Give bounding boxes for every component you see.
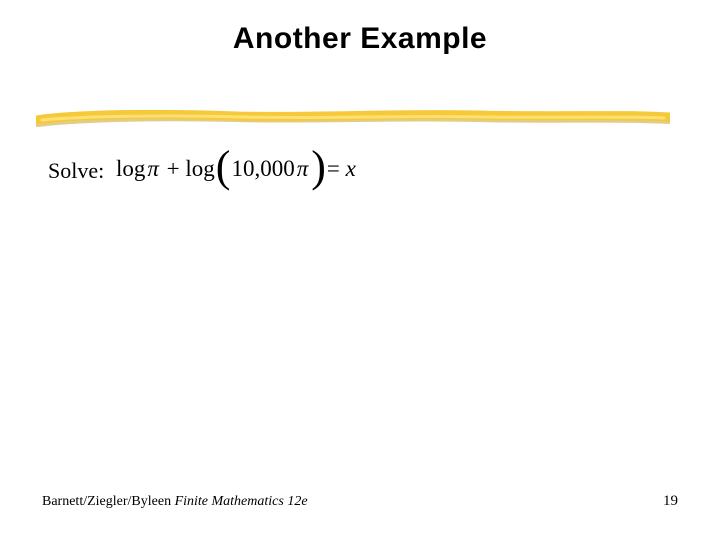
slide-title: Another Example bbox=[0, 22, 720, 56]
footer-book: Finite Mathematics 12e bbox=[175, 494, 308, 509]
footer-page-number: 19 bbox=[663, 493, 678, 510]
eq-x: x bbox=[346, 156, 356, 182]
eq-equals: = bbox=[327, 156, 346, 182]
eq-rparen: ) bbox=[310, 145, 327, 189]
eq-lparen: ( bbox=[215, 145, 232, 189]
footer-citation: Barnett/Ziegler/Byleen Finite Mathematic… bbox=[42, 494, 308, 510]
eq-log1: log bbox=[116, 156, 145, 182]
slide: Another Example Solve: log π + log ( 10,… bbox=[0, 0, 720, 540]
eq-inner-num: 10,000 bbox=[231, 156, 294, 182]
eq-pi2: π bbox=[295, 156, 311, 182]
solve-label: Solve: bbox=[48, 158, 104, 184]
eq-log2: log bbox=[185, 156, 214, 182]
eq-plus: + bbox=[161, 156, 185, 182]
brush-underline-icon bbox=[36, 108, 670, 132]
title-underline bbox=[36, 108, 670, 132]
eq-pi1: π bbox=[145, 156, 161, 182]
footer-authors: Barnett/Ziegler/Byleen bbox=[42, 494, 175, 509]
equation: log π + log ( 10,000 π ) = x bbox=[116, 144, 356, 194]
